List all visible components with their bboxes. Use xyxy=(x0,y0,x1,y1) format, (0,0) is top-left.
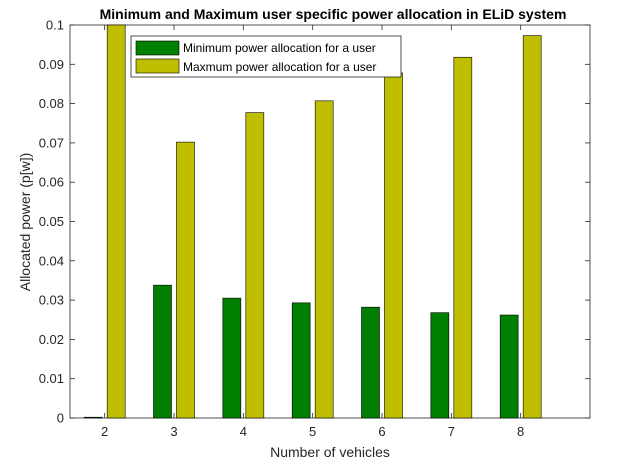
y-axis-label: Allocated power (p[w]) xyxy=(17,153,33,292)
x-axis-ticks: 2 3 4 5 6 7 8 xyxy=(101,25,524,439)
bar-minimum-8 xyxy=(499,314,519,419)
bar-minimum-3 xyxy=(153,284,172,419)
y-tick-label: 0.07 xyxy=(39,135,64,150)
y-tick-label: 0.08 xyxy=(39,96,64,111)
legend-label-minimum: Minimum power allocation for a user xyxy=(183,41,376,55)
bar-maximum-6 xyxy=(384,72,403,419)
x-axis-label: Number of vehicles xyxy=(270,444,390,460)
y-tick-label: 0.04 xyxy=(39,253,64,268)
bar-maximum-4 xyxy=(245,112,265,419)
x-tick-label: 4 xyxy=(240,424,247,439)
chart-title: Minimum and Maximum user specific power … xyxy=(100,6,567,22)
bar-maximum-5 xyxy=(314,100,334,419)
bar-minimum-2 xyxy=(83,416,103,419)
y-axis-ticks: 0 0.01 0.02 0.03 0.04 0.05 0.06 0.07 0.08 0.09 0.1 xyxy=(39,18,590,426)
y-tick-label: 0.05 xyxy=(39,214,64,229)
legend-label-maximum: Maxmum power allocation for a user xyxy=(183,60,376,74)
legend-swatch-minimum xyxy=(135,40,180,56)
y-tick-label: 0.03 xyxy=(39,293,64,308)
y-tick-label: 0.09 xyxy=(39,57,64,72)
bar-maximum-2 xyxy=(106,24,126,419)
bar-minimum-4 xyxy=(222,297,242,419)
y-tick-label: 0.02 xyxy=(39,332,64,347)
bars-group xyxy=(83,24,542,419)
bar-minimum-7 xyxy=(430,312,450,419)
x-tick-label: 8 xyxy=(517,424,524,439)
bar-maximum-8 xyxy=(522,35,542,419)
x-tick-label: 7 xyxy=(448,424,455,439)
y-tick-label: 0.01 xyxy=(39,371,64,386)
y-tick-label: 0.06 xyxy=(39,175,64,190)
x-tick-label: 5 xyxy=(309,424,316,439)
bar-maximum-7 xyxy=(453,56,473,419)
y-tick-label: 0.1 xyxy=(46,18,64,33)
x-tick-label: 6 xyxy=(378,424,385,439)
bar-minimum-5 xyxy=(291,302,311,419)
x-tick-label: 3 xyxy=(170,424,177,439)
y-tick-label: 0 xyxy=(57,411,64,426)
legend-swatch-maximum xyxy=(135,58,180,74)
bar-maximum-3 xyxy=(176,141,195,419)
legend: Minimum power allocation for a user Maxm… xyxy=(130,35,402,78)
x-tick-label: 2 xyxy=(101,424,108,439)
bar-minimum-6 xyxy=(361,306,380,419)
